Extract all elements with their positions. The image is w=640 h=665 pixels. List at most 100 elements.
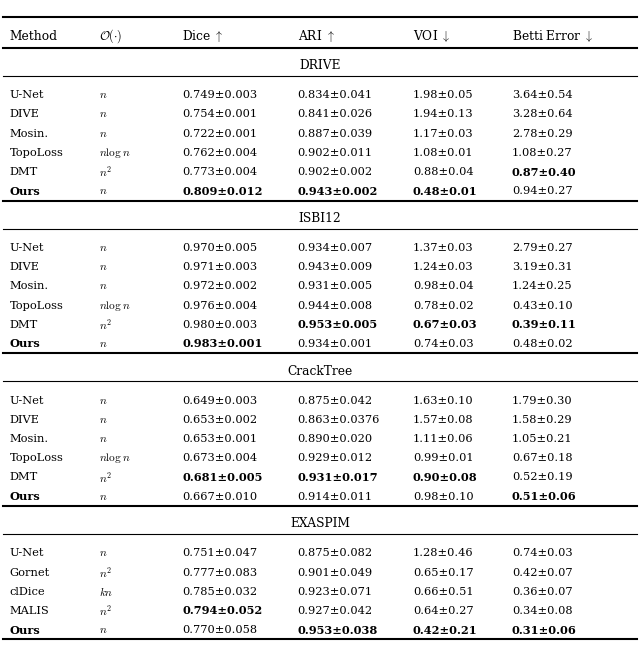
Text: 1.98±0.05: 1.98±0.05 (413, 90, 474, 100)
Text: Betti Error $\downarrow$: Betti Error $\downarrow$ (512, 29, 594, 45)
Text: 0.943±0.009: 0.943±0.009 (298, 262, 372, 272)
Text: 0.890±0.020: 0.890±0.020 (298, 434, 372, 444)
Text: ARI $\uparrow$: ARI $\uparrow$ (298, 29, 335, 45)
Text: 1.37±0.03: 1.37±0.03 (413, 243, 474, 253)
Text: 0.902±0.011: 0.902±0.011 (298, 148, 372, 158)
Text: 0.48±0.01: 0.48±0.01 (413, 186, 477, 197)
Text: $n^2$: $n^2$ (99, 470, 112, 485)
Text: 0.902±0.002: 0.902±0.002 (298, 167, 372, 177)
Text: DRIVE: DRIVE (300, 59, 340, 72)
Text: 0.931±0.017: 0.931±0.017 (298, 472, 378, 483)
Text: CrackTree: CrackTree (287, 364, 353, 378)
Text: 0.751±0.047: 0.751±0.047 (182, 549, 257, 559)
Text: 0.94±0.27: 0.94±0.27 (512, 186, 573, 196)
Text: 0.841±0.026: 0.841±0.026 (298, 110, 372, 120)
Text: Ours: Ours (10, 491, 40, 502)
Text: 1.24±0.03: 1.24±0.03 (413, 262, 474, 272)
Text: 0.66±0.51: 0.66±0.51 (413, 587, 474, 597)
Text: 0.927±0.042: 0.927±0.042 (298, 606, 372, 616)
Text: 0.976±0.004: 0.976±0.004 (182, 301, 257, 311)
Text: 0.52±0.19: 0.52±0.19 (512, 472, 573, 482)
Text: 0.934±0.007: 0.934±0.007 (298, 243, 372, 253)
Text: 0.944±0.008: 0.944±0.008 (298, 301, 372, 311)
Text: TopoLoss: TopoLoss (10, 301, 63, 311)
Text: $kn$: $kn$ (99, 585, 113, 598)
Text: 0.78±0.02: 0.78±0.02 (413, 301, 474, 311)
Text: Ours: Ours (10, 186, 40, 197)
Text: Mosin.: Mosin. (10, 434, 49, 444)
Text: 0.953±0.038: 0.953±0.038 (298, 624, 378, 636)
Text: 0.777±0.083: 0.777±0.083 (182, 567, 257, 577)
Text: 1.05±0.21: 1.05±0.21 (512, 434, 573, 444)
Text: 0.875±0.042: 0.875±0.042 (298, 396, 372, 406)
Text: MALIS: MALIS (10, 606, 49, 616)
Text: 0.64±0.27: 0.64±0.27 (413, 606, 474, 616)
Text: 0.88±0.04: 0.88±0.04 (413, 167, 474, 177)
Text: U-Net: U-Net (10, 549, 44, 559)
Text: 0.31±0.06: 0.31±0.06 (512, 624, 577, 636)
Text: 0.42±0.21: 0.42±0.21 (413, 624, 477, 636)
Text: 3.19±0.31: 3.19±0.31 (512, 262, 573, 272)
Text: 0.863±0.0376: 0.863±0.0376 (298, 415, 380, 425)
Text: $n^2$: $n^2$ (99, 604, 112, 618)
Text: 0.972±0.002: 0.972±0.002 (182, 281, 257, 291)
Text: 0.887±0.039: 0.887±0.039 (298, 128, 372, 138)
Text: DIVE: DIVE (10, 415, 40, 425)
Text: 0.48±0.02: 0.48±0.02 (512, 339, 573, 349)
Text: 1.11±0.06: 1.11±0.06 (413, 434, 474, 444)
Text: 0.971±0.003: 0.971±0.003 (182, 262, 257, 272)
Text: TopoLoss: TopoLoss (10, 148, 63, 158)
Text: TopoLoss: TopoLoss (10, 454, 63, 464)
Text: Mosin.: Mosin. (10, 281, 49, 291)
Text: 0.749±0.003: 0.749±0.003 (182, 90, 257, 100)
Text: ISBI12: ISBI12 (299, 212, 341, 225)
Text: 0.980±0.003: 0.980±0.003 (182, 320, 257, 330)
Text: DIVE: DIVE (10, 262, 40, 272)
Text: 0.773±0.004: 0.773±0.004 (182, 167, 257, 177)
Text: 0.39±0.11: 0.39±0.11 (512, 319, 577, 331)
Text: 0.87±0.40: 0.87±0.40 (512, 166, 577, 178)
Text: $n\log n$: $n\log n$ (99, 452, 131, 465)
Text: 0.809±0.012: 0.809±0.012 (182, 186, 263, 197)
Text: 0.51±0.06: 0.51±0.06 (512, 491, 577, 502)
Text: 3.64±0.54: 3.64±0.54 (512, 90, 573, 100)
Text: 0.74±0.03: 0.74±0.03 (413, 339, 474, 349)
Text: 0.65±0.17: 0.65±0.17 (413, 567, 474, 577)
Text: $n$: $n$ (99, 396, 108, 406)
Text: 0.667±0.010: 0.667±0.010 (182, 491, 257, 501)
Text: Dice $\uparrow$: Dice $\uparrow$ (182, 29, 224, 45)
Text: Gornet: Gornet (10, 567, 50, 577)
Text: 2.78±0.29: 2.78±0.29 (512, 128, 573, 138)
Text: $n$: $n$ (99, 281, 108, 291)
Text: DMT: DMT (10, 320, 38, 330)
Text: $n$: $n$ (99, 186, 108, 196)
Text: 0.914±0.011: 0.914±0.011 (298, 491, 372, 501)
Text: 1.08±0.01: 1.08±0.01 (413, 148, 474, 158)
Text: 0.681±0.005: 0.681±0.005 (182, 472, 263, 483)
Text: 1.17±0.03: 1.17±0.03 (413, 128, 474, 138)
Text: 3.28±0.64: 3.28±0.64 (512, 110, 573, 120)
Text: 0.762±0.004: 0.762±0.004 (182, 148, 257, 158)
Text: 0.875±0.082: 0.875±0.082 (298, 549, 372, 559)
Text: 0.934±0.001: 0.934±0.001 (298, 339, 372, 349)
Text: 1.24±0.25: 1.24±0.25 (512, 281, 573, 291)
Text: $n$: $n$ (99, 339, 108, 349)
Text: $n$: $n$ (99, 415, 108, 425)
Text: $n^2$: $n^2$ (99, 565, 112, 580)
Text: Ours: Ours (10, 624, 40, 636)
Text: 0.794±0.052: 0.794±0.052 (182, 605, 262, 616)
Text: $n$: $n$ (99, 625, 108, 635)
Text: $n$: $n$ (99, 262, 108, 272)
Text: 2.79±0.27: 2.79±0.27 (512, 243, 573, 253)
Text: Method: Method (10, 30, 58, 43)
Text: Mosin.: Mosin. (10, 128, 49, 138)
Text: 1.57±0.08: 1.57±0.08 (413, 415, 474, 425)
Text: 0.673±0.004: 0.673±0.004 (182, 454, 257, 464)
Text: 0.42±0.07: 0.42±0.07 (512, 567, 573, 577)
Text: 0.953±0.005: 0.953±0.005 (298, 319, 378, 331)
Text: 1.28±0.46: 1.28±0.46 (413, 549, 474, 559)
Text: Ours: Ours (10, 338, 40, 349)
Text: 0.74±0.03: 0.74±0.03 (512, 549, 573, 559)
Text: 1.58±0.29: 1.58±0.29 (512, 415, 573, 425)
Text: $n$: $n$ (99, 434, 108, 444)
